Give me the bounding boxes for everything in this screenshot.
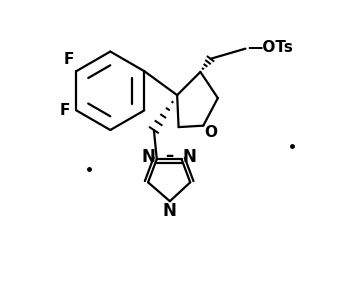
Text: F: F	[64, 52, 74, 67]
Text: –: –	[165, 147, 173, 165]
Text: N: N	[183, 148, 197, 166]
Text: —OTs: —OTs	[247, 40, 293, 55]
Text: F: F	[60, 103, 70, 118]
Text: N: N	[142, 148, 156, 166]
Text: N: N	[163, 201, 177, 220]
Text: O: O	[204, 126, 217, 140]
